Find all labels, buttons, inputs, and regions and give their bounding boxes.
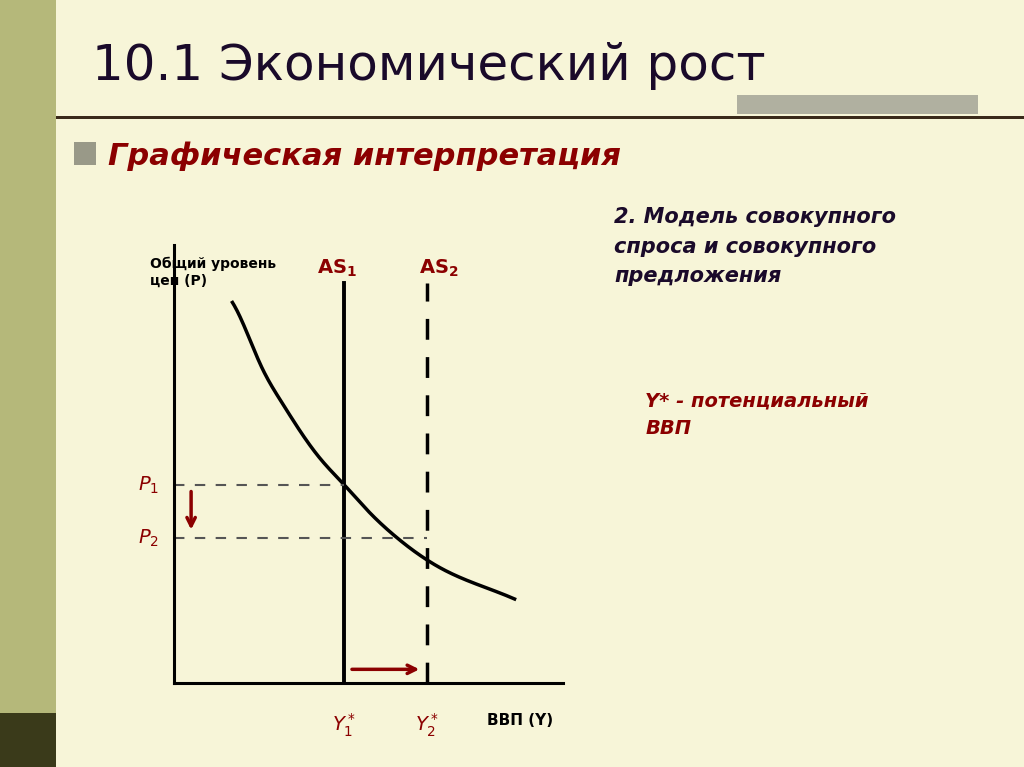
- Text: $\mathit{Y^*_2}$: $\mathit{Y^*_2}$: [415, 711, 439, 739]
- Text: $\mathbf{AS_2}$: $\mathbf{AS_2}$: [419, 258, 459, 279]
- Text: $\mathit{Y^*_1}$: $\mathit{Y^*_1}$: [332, 711, 356, 739]
- Text: $\mathbf{AS_1}$: $\mathbf{AS_1}$: [317, 258, 357, 279]
- Text: 2. Модель совокупного
спроса и совокупного
предложения: 2. Модель совокупного спроса и совокупно…: [614, 207, 896, 286]
- Text: 10.1 Экономический рост: 10.1 Экономический рост: [92, 42, 766, 91]
- Text: Графическая интерпретация: Графическая интерпретация: [108, 142, 621, 171]
- Text: Общий уровень
цен (P): Общий уровень цен (P): [150, 257, 275, 288]
- Text: Y* - потенциальный
ВВП: Y* - потенциальный ВВП: [645, 391, 868, 438]
- Text: ВВП (Y): ВВП (Y): [487, 713, 553, 728]
- Text: $\mathit{P_2}$: $\mathit{P_2}$: [138, 528, 160, 549]
- Text: $\mathit{P_1}$: $\mathit{P_1}$: [138, 474, 160, 495]
